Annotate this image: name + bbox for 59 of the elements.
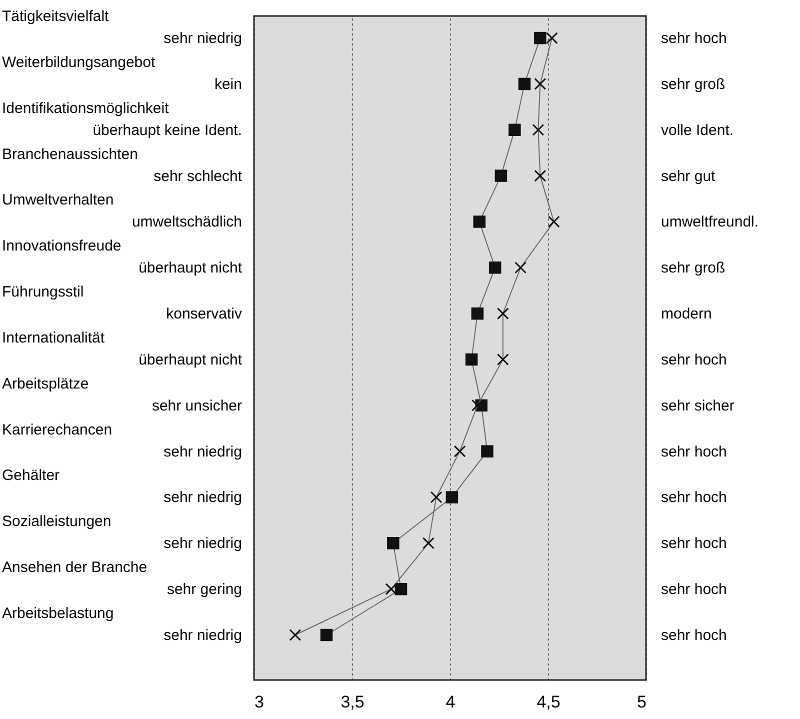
x-tick-label: 4	[446, 692, 456, 712]
category-label: Sozialleistungen sehr niedrig	[2, 513, 242, 552]
y2-tick-label: sehr sicher	[661, 397, 734, 414]
category-label: Tätigkeitsvielfalt sehr niedrig	[2, 8, 242, 48]
point	[494, 170, 508, 182]
point	[518, 78, 531, 90]
category-label: Führungsstil konservativ	[2, 284, 242, 323]
category-label: Internationalität überhaupt nicht	[2, 329, 242, 368]
point	[471, 307, 484, 320]
y2-tick-label: sehr hoch	[661, 489, 727, 506]
point	[534, 170, 546, 182]
point	[387, 537, 400, 550]
point	[422, 537, 434, 550]
category-label: Innovationsfreude überhaupt nicht	[2, 238, 242, 277]
y2-tick-label: sehr hoch	[661, 535, 727, 552]
point	[514, 262, 527, 274]
category-label: Karrierechancen sehr niedrig	[2, 421, 242, 460]
category-label: Gehälter sehr niedrig	[2, 467, 242, 506]
x-tick-label: 4,5	[536, 692, 560, 712]
point	[548, 216, 560, 228]
x-tick-label: 3	[254, 692, 264, 712]
category-label: Weiterbildungsangebot kein	[2, 54, 242, 93]
y2-tick-label: sehr groß	[661, 76, 726, 93]
point	[473, 216, 486, 228]
category-label: Branchenaussichten sehr schlecht	[2, 146, 242, 185]
y2-tick-label: sehr gut	[661, 168, 716, 185]
point	[534, 32, 546, 44]
point	[430, 491, 442, 504]
point	[488, 262, 502, 274]
point	[546, 32, 558, 44]
category-label: Umweltverhalten umweltschädlich	[2, 192, 242, 231]
point	[394, 582, 408, 596]
point	[385, 583, 398, 596]
y2-tick-label: sehr groß	[661, 260, 726, 277]
x-tick-label: 3,5	[340, 692, 364, 712]
y2-tick-label: modern	[661, 306, 712, 323]
point	[454, 445, 466, 458]
category-label: Identifikationsmöglichkeit überhaupt keine Ident.	[2, 100, 242, 139]
x-tick-label: 5	[637, 692, 646, 712]
point	[446, 491, 458, 504]
category-label: Ansehen der Branche sehr gering	[2, 559, 242, 598]
y2-tick-label: umweltfreundl.	[661, 214, 759, 231]
y2-tick-label: volle Ident.	[661, 122, 734, 139]
point	[496, 308, 509, 320]
point	[481, 445, 494, 458]
category-label: Arbeitsbelastung sehr niedrig	[2, 605, 242, 644]
point	[496, 353, 509, 366]
y2-tick-label: sehr hoch	[661, 443, 727, 460]
point	[508, 124, 521, 136]
y2-tick-label: sehr hoch	[661, 30, 727, 48]
y2-tick-label: sehr hoch	[661, 581, 727, 598]
point	[289, 629, 302, 641]
y2-tick-label: sehr hoch	[661, 351, 727, 368]
point	[534, 78, 546, 90]
point	[320, 628, 333, 642]
y2-tick-label: sehr hoch	[661, 627, 727, 644]
point	[465, 353, 478, 366]
category-label: Arbeitsplätze sehr unsicher	[2, 375, 242, 414]
point	[532, 124, 544, 136]
